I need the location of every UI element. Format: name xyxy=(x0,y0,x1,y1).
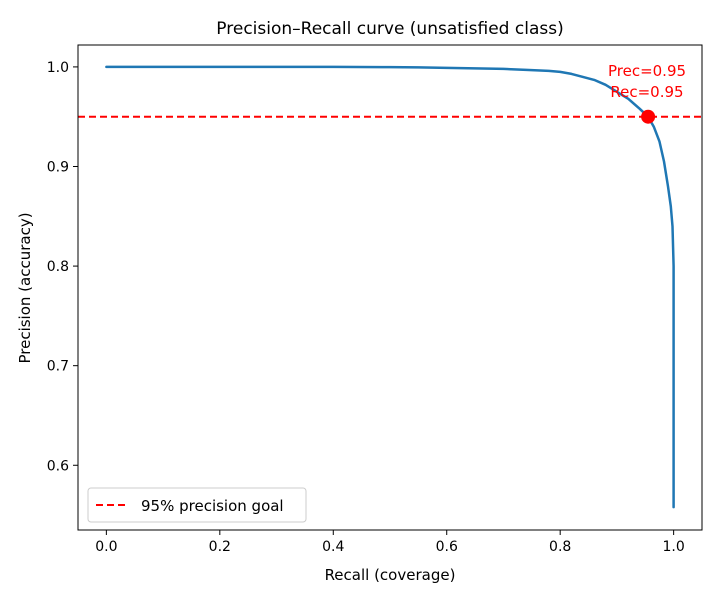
pr-curve-line xyxy=(105,65,675,509)
y-axis-label: Precision (accuracy) xyxy=(16,212,34,363)
operating-point-marker xyxy=(641,109,656,124)
chart-title: Precision–Recall curve (unsatisfied clas… xyxy=(216,19,563,39)
legend-box xyxy=(87,487,307,523)
x-axis-ticks: 0.0 0.2 0.4 0.6 0.8 1.0 xyxy=(95,530,685,555)
plot-area xyxy=(78,65,702,509)
annotation-recall: Rec=0.95 xyxy=(610,83,683,101)
x-tick-label: 1.0 xyxy=(663,539,685,555)
annotation-precision: Prec=0.95 xyxy=(608,62,686,80)
x-tick-label: 0.4 xyxy=(322,539,344,555)
x-tick-label: 0.6 xyxy=(436,539,458,555)
x-axis-label: Recall (coverage) xyxy=(325,566,456,584)
x-tick-label: 0.0 xyxy=(95,539,117,555)
plot-frame xyxy=(77,44,703,531)
legend: 95% precision goal xyxy=(87,487,307,523)
y-axis-ticks: 0.6 0.7 0.8 0.9 1.0 xyxy=(47,60,78,474)
x-tick-label: 0.2 xyxy=(209,539,231,555)
x-tick-label: 0.8 xyxy=(549,539,571,555)
point-annotation: Prec=0.95 Rec=0.95 xyxy=(608,62,686,101)
y-tick-label: 0.6 xyxy=(47,458,69,474)
y-tick-label: 1.0 xyxy=(47,60,69,76)
y-tick-label: 0.9 xyxy=(47,159,69,175)
y-tick-label: 0.7 xyxy=(47,359,69,375)
y-tick-label: 0.8 xyxy=(47,259,69,275)
legend-label: 95% precision goal xyxy=(141,497,284,515)
